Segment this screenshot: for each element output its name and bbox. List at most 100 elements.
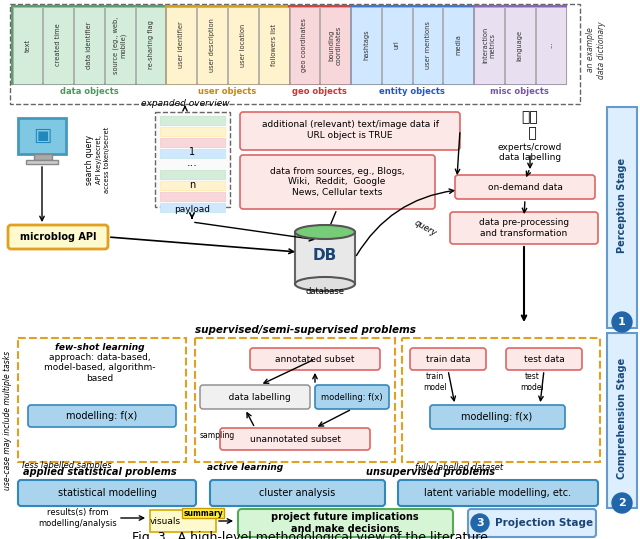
Text: annotated subset: annotated subset [275,355,355,363]
Text: Comprehension Stage: Comprehension Stage [617,357,627,479]
Text: sampling: sampling [200,431,236,439]
Bar [160,181,225,190]
Ellipse shape [295,277,355,291]
Text: unsupervised problems: unsupervised problems [365,467,495,477]
Text: database: database [305,287,344,296]
Text: language: language [517,30,523,60]
Text: DB: DB [313,248,337,264]
FancyBboxPatch shape [455,175,595,199]
Bar [444,6,473,84]
Bar [18,118,66,154]
FancyBboxPatch shape [468,509,596,537]
Bar [74,6,104,84]
FancyBboxPatch shape [28,405,176,427]
Bar [320,6,350,84]
Text: project future implications
and make decisions: project future implications and make dec… [271,512,419,534]
Text: few-shot learning: few-shot learning [55,343,145,353]
Bar [155,112,230,207]
Bar [13,6,42,84]
Bar [44,6,73,84]
Text: latent variable modelling, etc.: latent variable modelling, etc. [424,488,572,498]
Text: cluster analysis: cluster analysis [259,488,335,498]
Bar [18,338,186,462]
Text: visuals: visuals [149,516,180,526]
Bar [166,6,289,84]
Text: 1: 1 [189,147,195,157]
Bar [289,6,319,84]
Text: query: query [412,218,438,238]
FancyBboxPatch shape [240,112,460,150]
Text: user location: user location [240,23,246,67]
Bar [402,338,600,462]
Bar [26,160,58,164]
Text: entity objects: entity objects [379,87,445,96]
Text: on-demand data: on-demand data [488,183,563,191]
Text: modelling: f(x): modelling: f(x) [67,411,138,421]
Bar [607,333,637,508]
Text: misc objects: misc objects [490,87,549,96]
Bar [105,6,134,84]
Text: media: media [455,34,461,56]
Bar [413,6,442,84]
Text: an example
data dictionary: an example data dictionary [586,21,605,79]
FancyBboxPatch shape [250,348,380,370]
Text: expanded overview: expanded overview [141,99,229,107]
Text: less labelled samples: less labelled samples [22,461,111,471]
Bar [34,154,52,160]
Text: supervised/semi-supervised problems: supervised/semi-supervised problems [195,325,415,335]
FancyBboxPatch shape [240,155,435,209]
Bar [160,116,225,125]
Bar [228,6,258,84]
Text: modelling: f(x): modelling: f(x) [461,412,532,422]
Text: use-case may include multiple tasks: use-case may include multiple tasks [3,350,13,489]
Bar [382,6,412,84]
Text: bounding
coordinates: bounding coordinates [329,25,342,65]
Text: train
model: train model [423,372,447,392]
Text: train data: train data [426,355,470,363]
Text: n: n [189,180,195,190]
Text: microblog API: microblog API [20,232,96,242]
Bar [351,6,474,84]
Text: test
model: test model [520,372,544,392]
Bar [10,4,580,104]
Text: fully labelled dataset: fully labelled dataset [415,462,503,472]
Text: geo objects: geo objects [292,87,348,96]
Bar [182,508,224,518]
Text: results(s) from
modelling/analysis: results(s) from modelling/analysis [38,508,117,528]
Circle shape [471,514,489,532]
Text: active learning: active learning [207,462,283,472]
Text: user identifier: user identifier [179,22,184,68]
Bar [166,6,196,84]
Text: statistical modelling: statistical modelling [58,488,156,498]
Bar [607,107,637,328]
Bar [259,6,289,84]
FancyBboxPatch shape [450,212,598,244]
Bar [474,6,566,84]
Bar [160,138,225,147]
Text: re-sharing flag: re-sharing flag [147,20,154,70]
Text: 2: 2 [618,498,626,508]
Bar [160,149,225,158]
Text: Fig. 3.  A high-level methodological view of the literature: Fig. 3. A high-level methodological view… [132,531,488,539]
FancyBboxPatch shape [18,480,196,506]
Ellipse shape [295,225,355,239]
Text: user objects: user objects [198,87,257,96]
FancyBboxPatch shape [220,428,370,450]
Text: approach: data-based,
model-based, algorithm-
based: approach: data-based, model-based, algor… [44,353,156,383]
Bar [197,6,227,84]
Bar [160,170,225,179]
Bar [160,127,225,136]
FancyBboxPatch shape [506,348,582,370]
Text: test data: test data [524,355,564,363]
FancyBboxPatch shape [430,405,565,429]
Bar [150,510,216,532]
Bar [160,192,225,201]
Bar [136,6,165,84]
Text: 👤👤
 👤: 👤👤 👤 [522,110,538,140]
Text: additional (relevant) text/image data if
URL object is TRUE: additional (relevant) text/image data if… [262,120,438,140]
Text: user mentions: user mentions [424,21,431,69]
Circle shape [612,493,632,513]
FancyBboxPatch shape [410,348,486,370]
FancyBboxPatch shape [8,225,108,249]
Text: text: text [24,38,30,52]
